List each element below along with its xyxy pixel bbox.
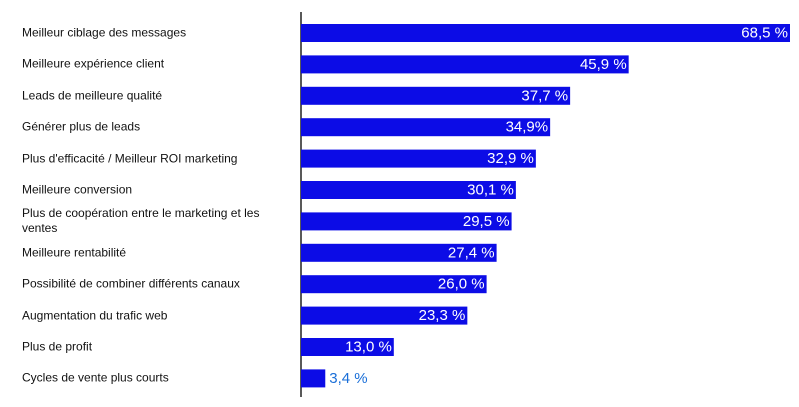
- value-label: 34,9%: [506, 119, 549, 136]
- category-label: Générer plus de leads: [22, 119, 141, 134]
- bar: [301, 24, 790, 42]
- category-label: Meilleure conversion: [22, 182, 133, 197]
- bar: [301, 306, 468, 325]
- value-label: 45,9 %: [580, 56, 627, 73]
- value-label: 30,1 %: [467, 182, 514, 199]
- value-label: 32,9 %: [487, 150, 534, 167]
- value-label: 27,4 %: [448, 244, 495, 261]
- category-label: Meilleur ciblage des messages: [22, 25, 187, 40]
- value-label: 23,3 %: [419, 307, 466, 324]
- category-label: Augmentation du trafic web: [22, 308, 168, 323]
- category-label: Cycles de vente plus courts: [22, 370, 169, 385]
- bar: [301, 149, 536, 168]
- value-label: 13,0 %: [345, 339, 392, 356]
- value-label: 26,0 %: [438, 276, 485, 293]
- value-label: 68,5 %: [741, 25, 788, 42]
- category-label: Plus de coopération entre le marketing e…: [22, 206, 260, 236]
- category-label: Plus d'efficacité / Meilleur ROI marketi…: [22, 151, 238, 166]
- bar: [301, 55, 629, 74]
- category-label: Meilleure expérience client: [22, 56, 165, 71]
- bar: [301, 369, 326, 388]
- category-label: Leads de meilleure qualité: [22, 88, 163, 103]
- category-label: Possibilité de combiner différents canau…: [22, 276, 240, 291]
- category-label: Plus de profit: [22, 339, 93, 354]
- bar: [301, 275, 487, 294]
- bar: [301, 243, 497, 262]
- value-label: 3,4 %: [329, 370, 367, 387]
- bar: [301, 86, 571, 105]
- bar: [301, 212, 512, 231]
- bar: [301, 181, 516, 199]
- category-label: Meilleure rentabilité: [22, 245, 127, 260]
- bar: [301, 118, 551, 137]
- bar: [301, 338, 394, 356]
- value-label: 37,7 %: [521, 87, 568, 104]
- value-label: 29,5 %: [463, 213, 510, 230]
